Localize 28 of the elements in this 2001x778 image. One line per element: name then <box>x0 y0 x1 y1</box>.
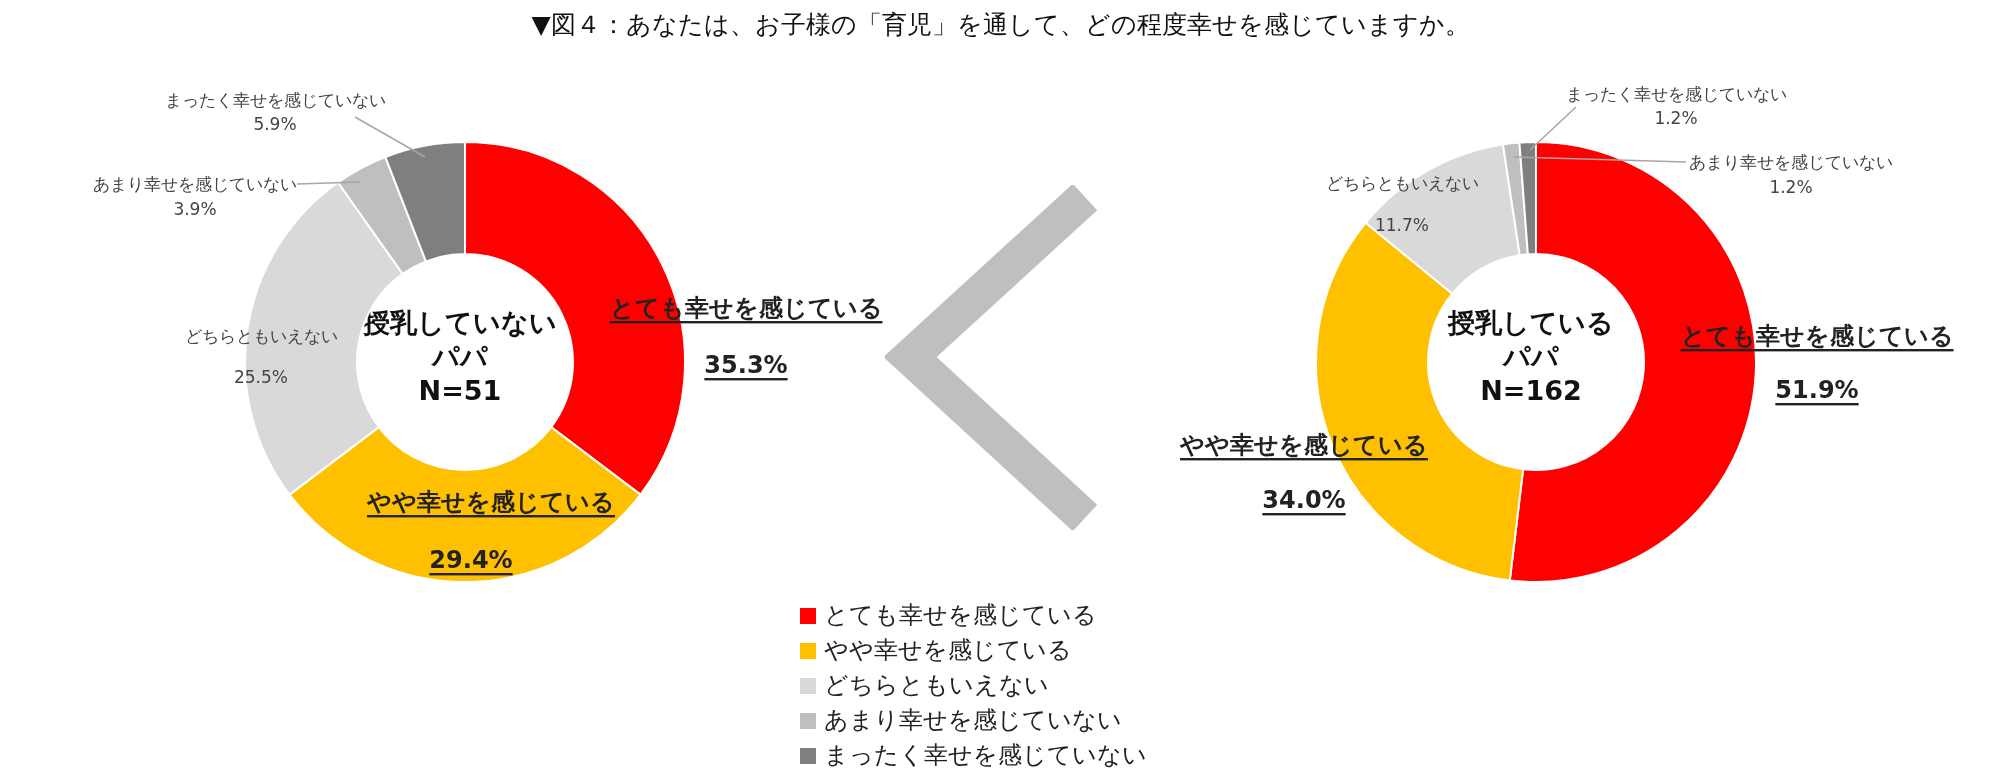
text: 授乳している <box>1447 307 1614 338</box>
legend-label: あまり幸せを感じていない <box>824 705 1122 736</box>
data-label: 29.4% <box>429 546 513 574</box>
data-label: 3.9% <box>173 199 217 219</box>
data-label: 25.5% <box>233 367 289 387</box>
text: N=162 <box>1480 375 1582 406</box>
chart-title: ▼図４：あなたは、お子様の「育児」を通して、どの程度幸せを感じていますか。 <box>530 9 1471 41</box>
slice-label: あまり幸せを感じていない <box>1689 152 1893 172</box>
data-label: 51.9% <box>1775 376 1859 404</box>
legend-label: とても幸せを感じている <box>824 600 1097 631</box>
slice-label: あまり幸せを感じていない <box>93 174 297 194</box>
legend-label: どちらともいえない <box>824 670 1049 701</box>
text: パパ <box>430 341 488 372</box>
text: パパ <box>1501 341 1559 372</box>
data-label: 34.0% <box>1262 486 1346 514</box>
data-label: 35.3% <box>704 351 788 379</box>
text: N=51 <box>418 375 502 406</box>
data-label: 11.7% <box>1374 215 1430 235</box>
slice-label: どちらともいえない <box>184 326 338 346</box>
slice-label: まったく幸せを感じていない <box>164 90 386 110</box>
legend-label: まったく幸せを感じていない <box>824 740 1147 771</box>
data-label: 1.2% <box>1769 177 1813 197</box>
legend-label: やや幸せを感じている <box>824 635 1072 666</box>
data-label: 1.2% <box>1654 108 1698 128</box>
data-label: 5.9% <box>253 114 297 134</box>
slice-label: まったく幸せを感じていない <box>1565 84 1787 104</box>
slice-label: やや幸せを感じている <box>366 488 615 516</box>
slice-label: どちらともいえない <box>1325 173 1479 193</box>
